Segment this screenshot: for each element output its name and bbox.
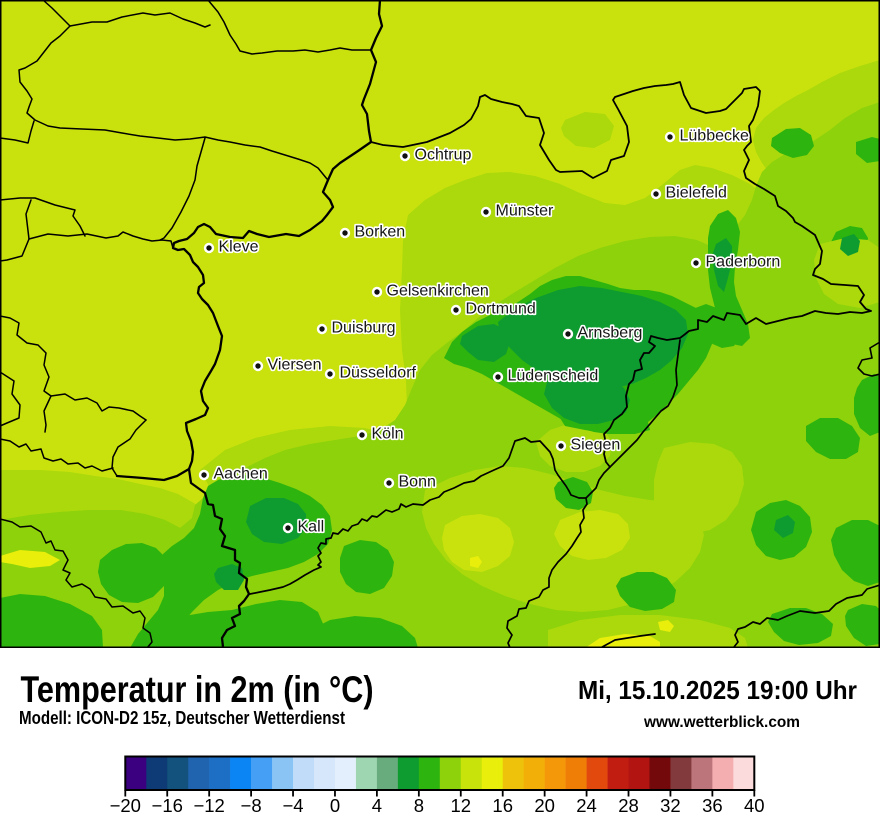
svg-text:Arnsberg: Arnsberg xyxy=(578,325,643,342)
svg-text:28: 28 xyxy=(618,795,639,816)
svg-text:−12: −12 xyxy=(193,795,224,816)
svg-text:20: 20 xyxy=(534,795,555,816)
svg-text:Kleve: Kleve xyxy=(219,239,259,256)
svg-text:−8: −8 xyxy=(241,795,262,816)
svg-text:Viersen: Viersen xyxy=(268,357,322,374)
svg-text:16: 16 xyxy=(492,795,513,816)
svg-text:24: 24 xyxy=(576,795,597,816)
svg-text:Kall: Kall xyxy=(298,519,325,536)
svg-text:Paderborn: Paderborn xyxy=(706,254,781,271)
svg-text:40: 40 xyxy=(744,795,765,816)
svg-text:Köln: Köln xyxy=(372,426,404,443)
svg-text:Lübbecke: Lübbecke xyxy=(680,128,749,145)
svg-text:Gelsenkirchen: Gelsenkirchen xyxy=(387,283,489,300)
svg-text:Mi, 15.10.2025 19:00 Uhr: Mi, 15.10.2025 19:00 Uhr xyxy=(578,675,857,705)
svg-text:−16: −16 xyxy=(152,795,183,816)
svg-text:32: 32 xyxy=(660,795,681,816)
svg-text:Bonn: Bonn xyxy=(399,474,436,491)
svg-text:Siegen: Siegen xyxy=(571,437,621,454)
svg-text:Bielefeld: Bielefeld xyxy=(666,185,727,202)
svg-text:0: 0 xyxy=(330,795,340,816)
svg-text:Lüdenscheid: Lüdenscheid xyxy=(508,368,599,385)
svg-text:12: 12 xyxy=(450,795,471,816)
svg-text:Temperatur in 2m (in °C): Temperatur in 2m (in °C) xyxy=(21,669,374,710)
svg-text:www.wetterblick.com: www.wetterblick.com xyxy=(643,714,800,731)
svg-text:Borken: Borken xyxy=(355,224,406,241)
svg-text:Ochtrup: Ochtrup xyxy=(415,147,472,164)
svg-text:Münster: Münster xyxy=(496,203,554,220)
svg-text:Modell: ICON-D2 15z, Deutscher: Modell: ICON-D2 15z, Deutscher Wetterdie… xyxy=(19,708,345,728)
svg-text:Aachen: Aachen xyxy=(214,466,268,483)
svg-text:Dortmund: Dortmund xyxy=(466,301,536,318)
svg-text:36: 36 xyxy=(702,795,723,816)
svg-text:8: 8 xyxy=(414,795,424,816)
svg-text:−4: −4 xyxy=(282,795,303,816)
svg-text:Düsseldorf: Düsseldorf xyxy=(340,365,417,382)
svg-text:Duisburg: Duisburg xyxy=(332,320,396,337)
svg-text:4: 4 xyxy=(372,795,382,816)
svg-text:−20: −20 xyxy=(110,795,141,816)
